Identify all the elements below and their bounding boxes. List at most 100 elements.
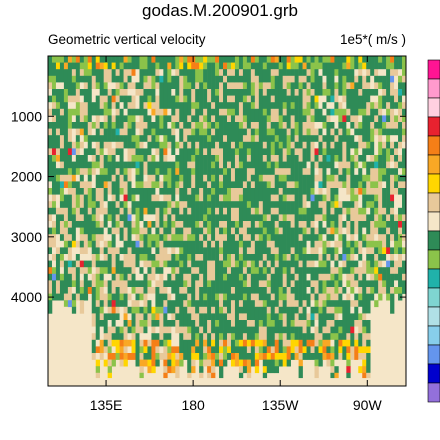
heatmap-cell [99,320,104,327]
heatmap-cell [195,155,200,195]
heatmap-cell [91,56,97,77]
heatmap-cell [370,273,375,281]
heatmap-cell [338,254,343,261]
heatmap-cell [115,155,120,162]
heatmap-cell [290,247,295,255]
heatmap-cell [223,108,228,116]
heatmap-cell [246,339,252,347]
heatmap-cell [306,75,311,83]
heatmap-cell [211,260,216,281]
heatmap-cell [358,108,363,116]
heatmap-cell [139,273,144,281]
heatmap-cell [294,155,299,182]
heatmap-cell [159,339,164,347]
heatmap-cell [274,247,280,255]
heatmap-cell [183,339,188,360]
heatmap-cell [242,359,248,367]
heatmap-cell [179,188,184,202]
heatmap-cell [195,128,200,143]
heatmap-cell [91,339,97,354]
heatmap-cell [246,320,252,327]
heatmap-cell [175,234,180,242]
heatmap-cell [199,135,204,189]
heatmap-cell [59,201,65,209]
heatmap-cell [207,260,212,281]
heatmap-cell [179,333,184,354]
heatmap-cell [310,267,315,281]
heatmap-cell [266,122,272,129]
heatmap-cell [246,95,252,103]
heatmap-cell [115,273,120,288]
heatmap-cell [107,254,112,275]
heatmap-cell [223,174,228,195]
heatmap-cell [115,135,120,143]
heatmap-cell [298,313,303,321]
heatmap-cell [286,188,291,195]
heatmap-cell [139,313,144,321]
heatmap-cell [314,313,319,321]
heatmap-cell [306,168,311,176]
heatmap-cell [175,359,180,367]
heatmap-cell [219,234,224,248]
heatmap-cell [358,75,363,90]
heatmap-cell [346,280,351,288]
heatmap-cell [155,260,160,268]
heatmap-cell [151,214,156,222]
heatmap-cell [155,194,160,202]
heatmap-cell [171,273,176,281]
heatmap-cell [203,69,208,83]
heatmap-cell [187,148,192,162]
heatmap-cell [374,128,379,136]
heatmap-cell [95,346,101,354]
heatmap-cell [107,234,112,242]
heatmap-cell [266,82,272,90]
heatmap-cell [394,221,399,242]
heatmap-cell [318,273,323,281]
heatmap-cell [246,267,252,275]
heatmap-cell [354,254,359,261]
heatmap-cell [163,333,168,341]
heatmap-cell [123,122,128,136]
heatmap-cell [155,135,160,143]
heatmap-cell [278,320,283,334]
heatmap-cell [318,128,323,136]
heatmap-cell [175,227,180,235]
heatmap-cell [262,95,268,110]
heatmap-cell [187,306,192,314]
heatmap-cell [230,141,236,149]
heatmap-cell [147,56,152,77]
heatmap-cell [366,320,371,334]
heatmap-cell [219,181,224,189]
heatmap-cell [302,346,307,354]
heatmap-cell [338,247,343,255]
heatmap-cell [143,254,148,261]
heatmap-cell [223,62,228,70]
heatmap-cell [151,115,156,123]
heatmap-cell [127,75,132,83]
heatmap-cell [227,62,232,70]
heatmap-cell [306,293,311,308]
heatmap-cell [266,287,272,294]
heatmap-cell [342,221,347,228]
heatmap-cell [398,161,403,169]
heatmap-cell [71,181,77,189]
heatmap-cell [215,359,220,367]
heatmap-cell [338,234,343,242]
heatmap-cell [119,207,124,215]
heatmap-cell [151,148,156,156]
heatmap-cell [63,254,69,261]
heatmap-cell [382,221,387,228]
heatmap-cell [91,141,97,149]
heatmap-cell [143,267,148,275]
heatmap-cell [67,181,73,189]
heatmap-cell [302,333,307,347]
heatmap-cell [139,366,144,374]
heatmap-cell [67,227,73,235]
heatmap-cell [234,353,240,367]
heatmap-cell [179,260,184,268]
heatmap-cell [298,148,303,162]
heatmap-cell [175,207,180,222]
heatmap-cell [143,174,148,182]
heatmap-cell [390,287,395,294]
heatmap-cell [362,240,367,248]
